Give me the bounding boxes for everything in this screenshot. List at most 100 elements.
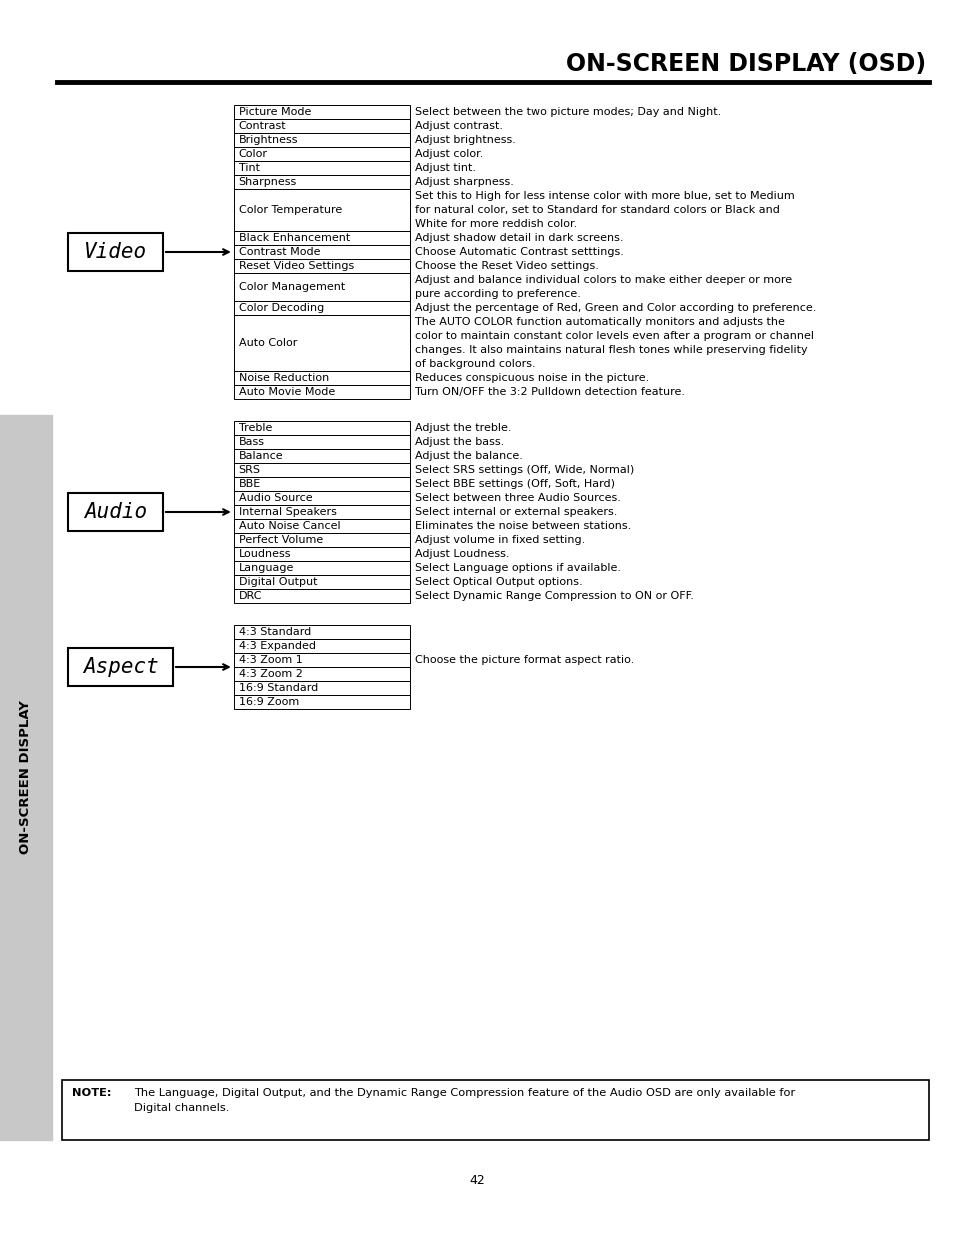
Text: Eliminates the noise between stations.: Eliminates the noise between stations. <box>415 521 631 531</box>
Bar <box>233 680 410 695</box>
Text: Audio: Audio <box>84 501 147 522</box>
Text: Adjust the balance.: Adjust the balance. <box>415 451 522 461</box>
Bar <box>68 648 172 685</box>
Text: Video: Video <box>84 242 147 262</box>
Text: Adjust volume in fixed setting.: Adjust volume in fixed setting. <box>415 535 584 545</box>
Text: Adjust and balance individual colors to make either deeper or more: Adjust and balance individual colors to … <box>415 275 791 285</box>
Bar <box>233 385 410 399</box>
Bar <box>233 161 410 175</box>
Bar <box>233 625 410 638</box>
Text: Contrast: Contrast <box>238 121 286 131</box>
Text: Select Optical Output options.: Select Optical Output options. <box>415 577 582 587</box>
Bar <box>233 119 410 133</box>
Text: Select Dynamic Range Compression to ON or OFF.: Select Dynamic Range Compression to ON o… <box>415 592 693 601</box>
Text: Adjust brightness.: Adjust brightness. <box>415 135 516 144</box>
Text: 42: 42 <box>469 1173 484 1187</box>
Text: Adjust Loudness.: Adjust Loudness. <box>415 550 509 559</box>
Text: Sharpness: Sharpness <box>238 177 296 186</box>
Bar <box>233 505 410 519</box>
Text: Adjust color.: Adjust color. <box>415 149 483 159</box>
Text: Digital channels.: Digital channels. <box>133 1103 229 1113</box>
Text: Turn ON/OFF the 3:2 Pulldown detection feature.: Turn ON/OFF the 3:2 Pulldown detection f… <box>415 387 684 396</box>
Text: Auto Movie Mode: Auto Movie Mode <box>238 387 335 396</box>
Bar <box>233 421 410 435</box>
Text: Adjust tint.: Adjust tint. <box>415 163 476 173</box>
Text: of background colors.: of background colors. <box>415 359 535 369</box>
Bar <box>233 653 410 667</box>
Bar <box>233 519 410 534</box>
Bar <box>233 561 410 576</box>
Text: Balance: Balance <box>238 451 283 461</box>
Text: for natural color, set to Standard for standard colors or Black and: for natural color, set to Standard for s… <box>415 205 779 215</box>
Bar <box>233 259 410 273</box>
Text: Color Temperature: Color Temperature <box>238 205 341 215</box>
Bar <box>233 492 410 505</box>
Bar <box>233 245 410 259</box>
Bar <box>233 463 410 477</box>
Text: SRS: SRS <box>238 466 260 475</box>
Text: Select between three Audio Sources.: Select between three Audio Sources. <box>415 493 620 503</box>
Text: Select SRS settings (Off, Wide, Normal): Select SRS settings (Off, Wide, Normal) <box>415 466 634 475</box>
Text: Adjust contrast.: Adjust contrast. <box>415 121 502 131</box>
Text: pure according to preference.: pure according to preference. <box>415 289 580 299</box>
Bar <box>233 105 410 119</box>
Text: 4:3 Zoom 1: 4:3 Zoom 1 <box>238 655 302 664</box>
Text: Choose the picture format aspect ratio.: Choose the picture format aspect ratio. <box>415 655 634 664</box>
Text: 4:3 Zoom 2: 4:3 Zoom 2 <box>238 669 302 679</box>
Text: The AUTO COLOR function automatically monitors and adjusts the: The AUTO COLOR function automatically mo… <box>415 317 784 327</box>
Text: Adjust the percentage of Red, Green and Color according to preference.: Adjust the percentage of Red, Green and … <box>415 303 816 312</box>
Bar <box>62 1079 928 1140</box>
Text: Black Enhancement: Black Enhancement <box>238 233 350 243</box>
Text: Digital Output: Digital Output <box>238 577 317 587</box>
Bar <box>233 301 410 315</box>
Text: Adjust the treble.: Adjust the treble. <box>415 424 511 433</box>
Text: Adjust the bass.: Adjust the bass. <box>415 437 504 447</box>
Text: DRC: DRC <box>238 592 262 601</box>
Text: Contrast Mode: Contrast Mode <box>238 247 320 257</box>
Bar <box>233 231 410 245</box>
Text: ON-SCREEN DISPLAY (OSD): ON-SCREEN DISPLAY (OSD) <box>565 52 925 77</box>
Bar <box>233 435 410 450</box>
Text: Loudness: Loudness <box>238 550 291 559</box>
Text: Noise Reduction: Noise Reduction <box>238 373 329 383</box>
Text: BBE: BBE <box>238 479 261 489</box>
Text: ON-SCREEN DISPLAY: ON-SCREEN DISPLAY <box>19 700 32 855</box>
Text: Treble: Treble <box>238 424 272 433</box>
Text: NOTE:: NOTE: <box>71 1088 112 1098</box>
Text: Picture Mode: Picture Mode <box>238 107 311 117</box>
Text: Color Management: Color Management <box>238 282 345 291</box>
Bar <box>68 493 163 531</box>
Text: Reduces conspicuous noise in the picture.: Reduces conspicuous noise in the picture… <box>415 373 649 383</box>
Bar <box>68 233 163 270</box>
Bar <box>233 576 410 589</box>
Text: Tint: Tint <box>238 163 259 173</box>
Text: Select between the two picture modes; Day and Night.: Select between the two picture modes; Da… <box>415 107 720 117</box>
Text: Set this to High for less intense color with more blue, set to Medium: Set this to High for less intense color … <box>415 191 794 201</box>
Bar <box>233 667 410 680</box>
Bar <box>233 477 410 492</box>
Text: Auto Noise Cancel: Auto Noise Cancel <box>238 521 340 531</box>
Text: Aspect: Aspect <box>83 657 158 677</box>
Text: Bass: Bass <box>238 437 264 447</box>
Text: color to maintain constant color levels even after a program or channel: color to maintain constant color levels … <box>415 331 813 341</box>
Text: Brightness: Brightness <box>238 135 298 144</box>
Text: Language: Language <box>238 563 294 573</box>
Bar <box>233 450 410 463</box>
Text: Auto Color: Auto Color <box>238 338 296 348</box>
Bar <box>233 638 410 653</box>
Bar <box>233 589 410 603</box>
Text: White for more reddish color.: White for more reddish color. <box>415 219 577 228</box>
Bar <box>233 273 410 301</box>
Text: changes. It also maintains natural flesh tones while preserving fidelity: changes. It also maintains natural flesh… <box>415 345 807 354</box>
Text: Reset Video Settings: Reset Video Settings <box>238 261 354 270</box>
Bar <box>233 547 410 561</box>
Bar <box>233 147 410 161</box>
Text: Choose the Reset Video settings.: Choose the Reset Video settings. <box>415 261 598 270</box>
Bar <box>0 415 52 1140</box>
Text: Select internal or external speakers.: Select internal or external speakers. <box>415 508 617 517</box>
Bar <box>233 189 410 231</box>
Text: Perfect Volume: Perfect Volume <box>238 535 323 545</box>
Text: 4:3 Standard: 4:3 Standard <box>238 627 311 637</box>
Text: Adjust shadow detail in dark screens.: Adjust shadow detail in dark screens. <box>415 233 623 243</box>
Bar <box>233 370 410 385</box>
